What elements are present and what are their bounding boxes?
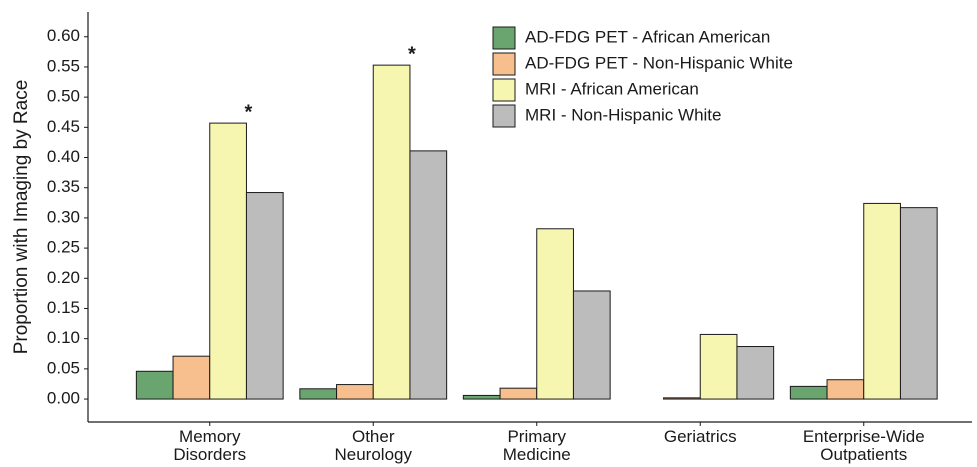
y-tick-label: 0.55 xyxy=(47,56,80,75)
bar xyxy=(789,385,828,400)
bar xyxy=(135,370,174,400)
bar xyxy=(899,207,938,400)
x-tick-label: Other Neurology xyxy=(334,427,413,464)
annotation: * xyxy=(408,43,416,65)
y-tick-label: 0.40 xyxy=(47,147,80,166)
bar xyxy=(499,387,538,400)
bar xyxy=(245,192,284,400)
x-tick-label: Enterprise-Wide Outpatients xyxy=(802,427,925,464)
legend-swatch xyxy=(492,52,516,76)
legend-label: AD-FDG PET - Non-Hispanic White xyxy=(525,53,793,72)
bar xyxy=(536,228,574,400)
legend-label: MRI - Non-Hispanic White xyxy=(525,105,722,124)
y-tick-label: 0.20 xyxy=(47,268,80,287)
y-tick-label: 0.10 xyxy=(47,328,80,347)
bar xyxy=(299,388,338,400)
y-tick-label: 0.35 xyxy=(47,177,80,196)
bar xyxy=(699,333,738,400)
y-tick-label: 0.60 xyxy=(47,26,80,45)
legend-swatch xyxy=(492,78,516,102)
y-tick-label: 0.00 xyxy=(47,389,80,408)
x-tick-label: Geriatrics xyxy=(663,427,737,446)
x-tick-label: Memory Disorders xyxy=(173,427,247,464)
legend-swatch xyxy=(492,104,516,128)
bar xyxy=(572,290,611,400)
y-tick-label: 0.50 xyxy=(47,87,80,106)
annotation: * xyxy=(245,101,253,123)
bar xyxy=(663,397,701,400)
y-tick-label: 0.15 xyxy=(47,298,80,317)
bar xyxy=(336,384,374,400)
y-axis-label: Proportion with Imaging by Race xyxy=(11,80,32,355)
legend-label: AD-FDG PET - African American xyxy=(525,27,770,46)
y-tick-label: 0.30 xyxy=(47,207,80,226)
bar xyxy=(462,394,501,400)
legend-swatch xyxy=(492,26,516,50)
bar xyxy=(209,122,247,400)
bar xyxy=(172,355,211,400)
bar xyxy=(826,379,865,400)
y-tick-label: 0.25 xyxy=(47,238,80,257)
legend-label: MRI - African American xyxy=(525,79,699,98)
bar xyxy=(736,346,775,400)
bar xyxy=(863,202,901,400)
bar xyxy=(372,64,411,400)
bar xyxy=(409,150,448,400)
y-tick-label: 0.45 xyxy=(47,117,80,136)
y-tick-label: 0.05 xyxy=(47,358,80,377)
x-tick-label: Primary Medicine xyxy=(502,427,571,464)
